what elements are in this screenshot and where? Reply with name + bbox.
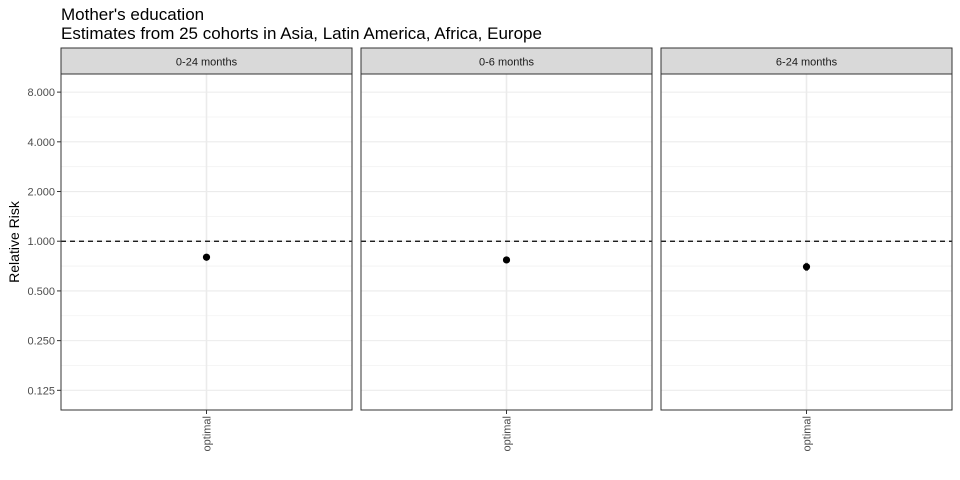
facet-panel: 6-24 months optimal bbox=[660, 47, 953, 451]
data-point bbox=[802, 263, 811, 271]
facet-panel: 0-24 months optimal bbox=[60, 47, 353, 451]
y-axis-title: Relative Risk bbox=[6, 200, 22, 283]
y-tick-label: 8.000 bbox=[27, 87, 55, 99]
y-tick-label: 0.125 bbox=[27, 385, 55, 397]
y-tick-label: 0.250 bbox=[27, 336, 55, 348]
y-tick-label: 2.000 bbox=[27, 187, 55, 199]
data-point bbox=[502, 256, 511, 264]
facet-label: 6-24 months bbox=[776, 57, 838, 69]
facet-label: 0-24 months bbox=[176, 57, 238, 69]
y-tick-label: 4.000 bbox=[27, 137, 55, 149]
y-tick-label: 1.000 bbox=[27, 236, 55, 248]
facet-strip bbox=[660, 47, 953, 75]
plot-layer: 0.125 0.250 0.500 1.000 2.000 4.000 8.000 0-24 … bbox=[27, 47, 953, 451]
x-tick-label: optimal bbox=[202, 416, 214, 451]
facet-label: 0-6 months bbox=[479, 57, 535, 69]
x-tick-label: optimal bbox=[802, 416, 814, 451]
chart-subtitle: Estimates from 25 cohorts in Asia, Latin… bbox=[61, 24, 542, 43]
chart-title: Mother's education bbox=[61, 5, 204, 24]
y-tick-label: 0.500 bbox=[27, 286, 55, 298]
data-point bbox=[202, 253, 211, 261]
facet-panel: 0-6 months optimal bbox=[360, 47, 653, 451]
x-tick-label: optimal bbox=[502, 416, 514, 451]
